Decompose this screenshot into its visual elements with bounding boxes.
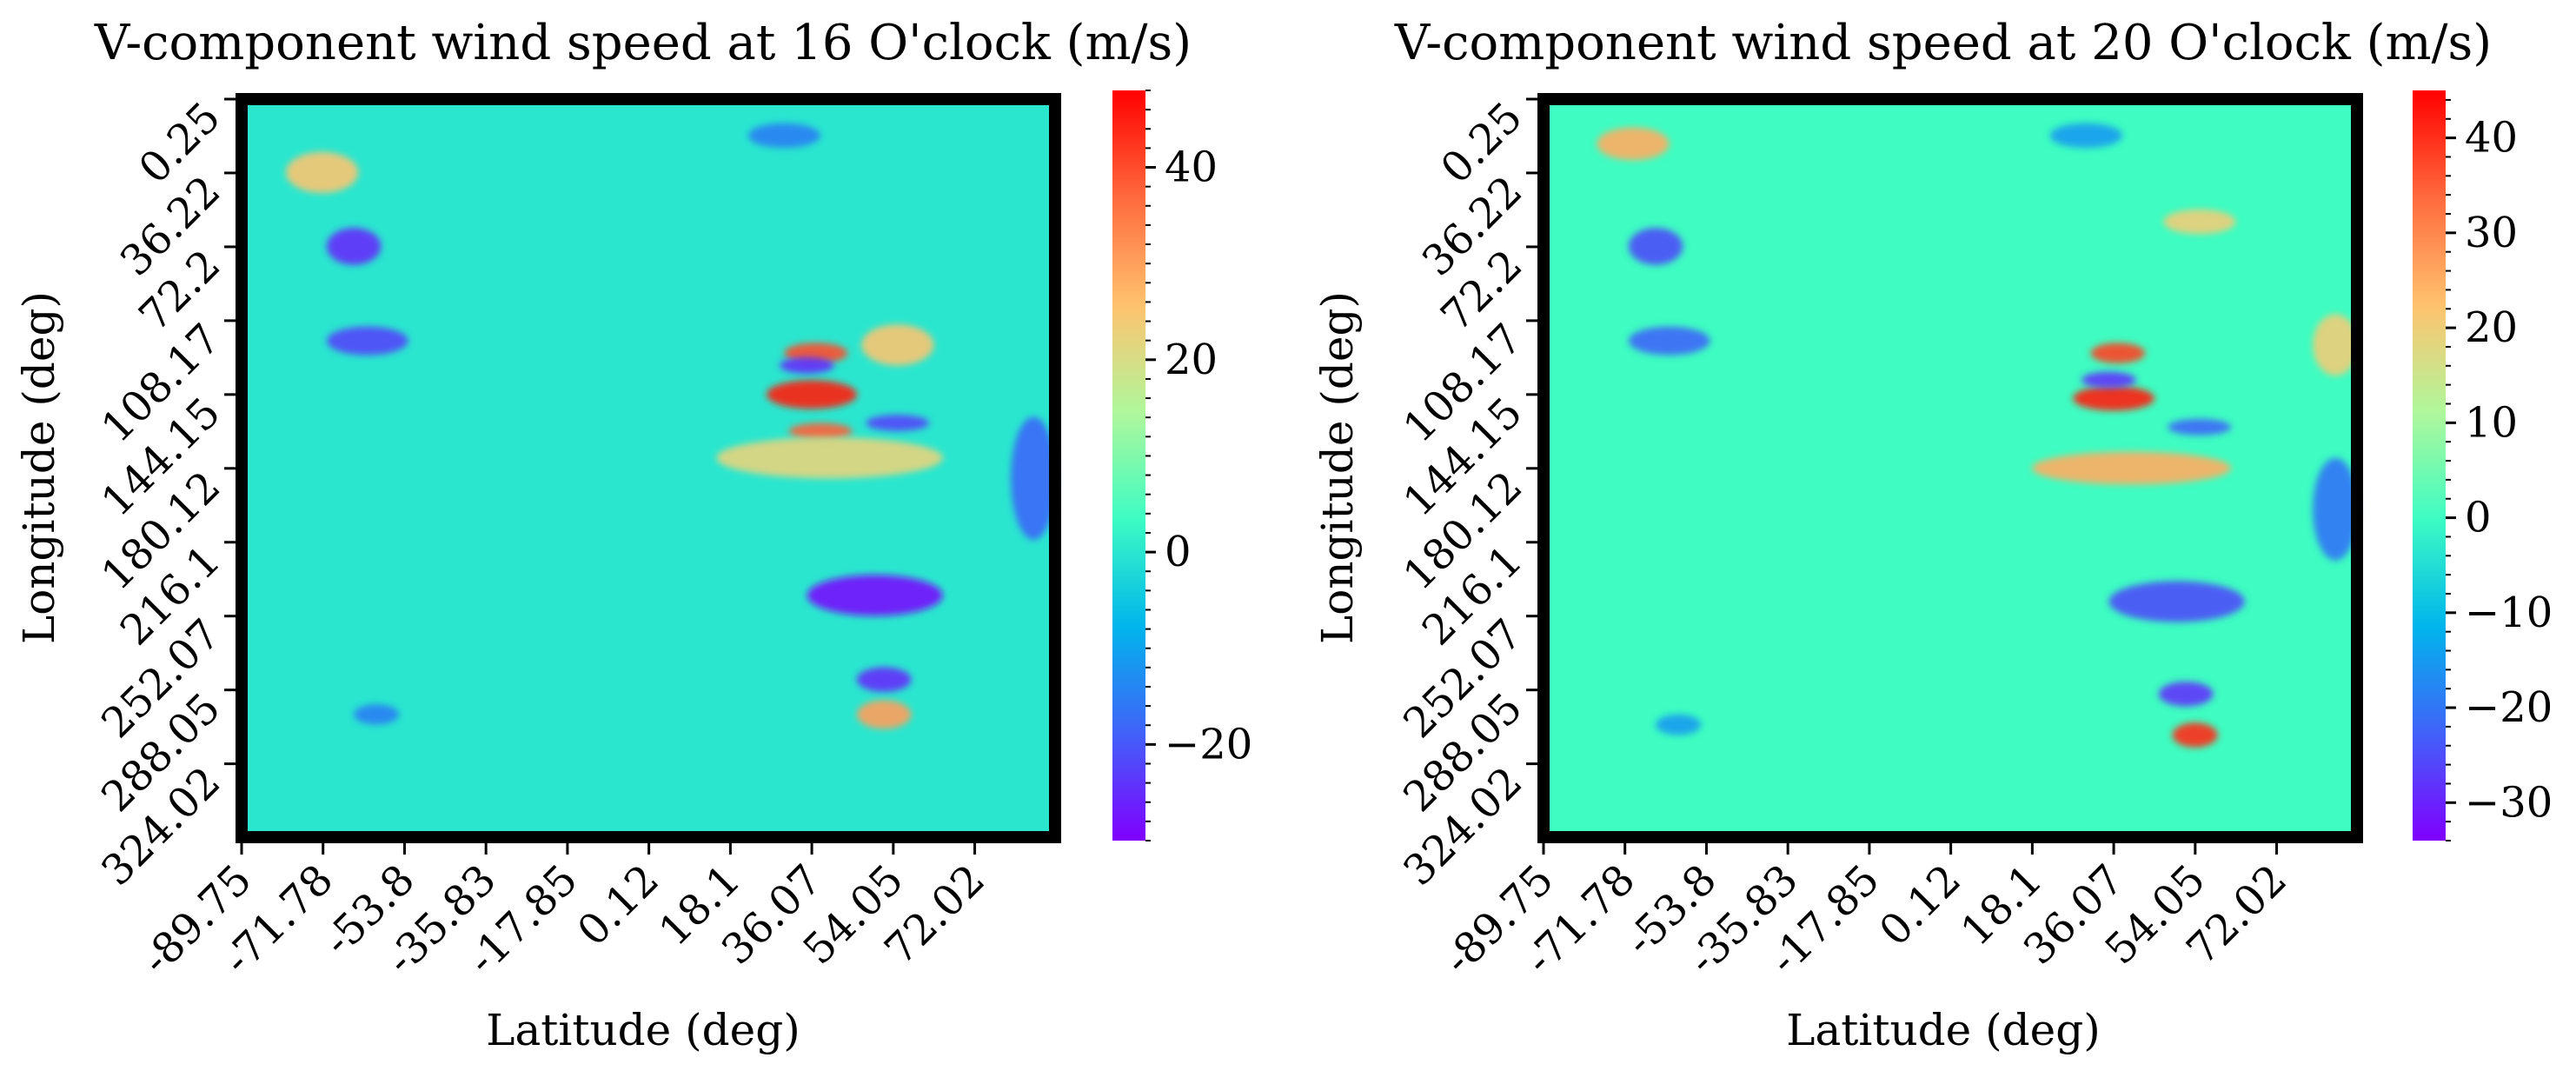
colorbar-tick-label: 0	[1165, 528, 1192, 576]
heatmap-cell	[747, 123, 821, 149]
colorbar-gradient	[2413, 90, 2446, 841]
heatmap-cell	[326, 326, 408, 356]
heatmap-cell	[2163, 209, 2236, 235]
heatmap-cell	[856, 700, 912, 729]
heatmap-cell	[2158, 682, 2214, 707]
colorbar-tick-label: 0	[2465, 494, 2492, 542]
colorbar-tick-label: −20	[2465, 683, 2553, 732]
colorbar-tick-label: 20	[1165, 336, 1218, 384]
heatmap-cell	[856, 667, 912, 692]
heatmap-features	[1597, 123, 2359, 748]
heatmap-cell	[2031, 451, 2232, 485]
colorbar-tick-label: 40	[1165, 143, 1218, 192]
x-tick-label: 0.12	[1870, 855, 1970, 955]
heatmap-cell	[1628, 228, 1683, 265]
chart-title: V-component wind speed at 16 O'clock (m/…	[94, 15, 1192, 71]
x-tick-label: 0.12	[568, 855, 668, 955]
heatmap-background	[242, 99, 1055, 837]
y-tick-label: 0.25	[129, 93, 229, 193]
y-axis-ticks: 0.2536.2272.2108.17144.15180.12216.1252.…	[1394, 93, 1537, 895]
heatmap-cell	[1656, 714, 1702, 735]
colorbar-ticks: 40 20 0 −20	[1145, 90, 1252, 842]
chart-title: V-component wind speed at 20 O'clock (m/…	[1394, 15, 2492, 71]
heatmap-cell	[2049, 123, 2123, 149]
x-axis-ticks: -89.75-71.78-53.8-35.83-17.850.1218.136.…	[132, 843, 994, 984]
colorbar-tick-label: 30	[2465, 209, 2518, 257]
y-axis-label: Longitude (deg)	[14, 291, 64, 644]
heatmap-plot-area	[1537, 93, 2363, 843]
heatmap-cell	[2313, 314, 2359, 376]
heatmap-cell	[2073, 386, 2155, 411]
colorbar-ticks: 40 30 20 10 0 −10 −20 −30	[2446, 98, 2553, 842]
heatmap-cell	[2168, 418, 2232, 436]
heatmap-cell	[866, 415, 930, 431]
colorbar-tick-label: −30	[2465, 778, 2553, 827]
plot-frame	[236, 93, 1061, 843]
colorbar-tick-label: 40	[2465, 114, 2518, 163]
heatmap-cell	[861, 324, 934, 366]
colorbar-tick-label: 20	[2465, 303, 2518, 352]
heatmap-cell	[1628, 326, 1710, 356]
y-axis-label: Longitude (deg)	[1312, 291, 1363, 644]
heatmap-cell	[780, 357, 834, 374]
heatmap-features	[285, 123, 1057, 729]
colorbar-tick-label: −20	[1165, 720, 1252, 768]
heatmap-plot-area	[236, 93, 1061, 843]
heatmap-cell	[1597, 127, 1670, 161]
heatmap-cell	[716, 437, 943, 479]
heatmap-cell	[2172, 722, 2218, 748]
colorbar: 40 20 0 −20	[1112, 90, 1252, 842]
heatmap-cell	[788, 422, 853, 440]
colorbar-tick-label: −10	[2465, 589, 2553, 637]
plot-frame	[1537, 93, 2363, 843]
chart-panel-16-oclock: V-component wind speed at 16 O'clock (m/…	[14, 15, 1252, 1055]
colorbar: 40 30 20 10 0 −10 −20 −30	[2413, 90, 2553, 842]
chart-panel-20-oclock: V-component wind speed at 20 O'clock (m/…	[1312, 15, 2553, 1055]
heatmap-cell	[326, 228, 382, 265]
heatmap-cell	[2081, 371, 2136, 389]
heatmap-cell	[2313, 457, 2359, 561]
x-axis-label: Latitude (deg)	[486, 1005, 800, 1055]
heatmap-cell	[1011, 416, 1057, 541]
y-axis-ticks: 0.2536.2272.2108.17144.15180.12216.1252.…	[92, 93, 236, 895]
y-tick-label: 0.25	[1431, 93, 1531, 193]
x-axis-label: Latitude (deg)	[1786, 1005, 2101, 1055]
colorbar-tick-label: 10	[2465, 398, 2518, 447]
heatmap-cell	[285, 151, 359, 193]
heatmap-cell	[807, 575, 943, 616]
x-axis-ticks: -89.75-71.78-53.8-35.83-17.850.1218.136.…	[1434, 843, 2296, 984]
heatmap-cell	[2090, 343, 2146, 364]
heatmap-cell	[767, 380, 858, 409]
heatmap-cell	[354, 704, 400, 725]
colorbar-gradient	[1112, 90, 1145, 841]
heatmap-cell	[2108, 581, 2245, 622]
